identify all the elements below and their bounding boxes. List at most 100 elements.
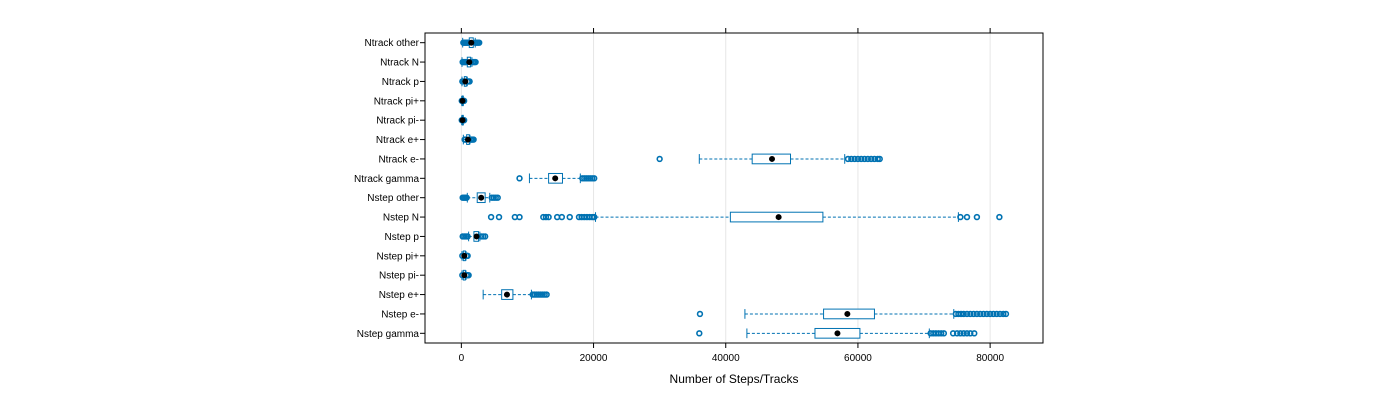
outlier-point xyxy=(494,194,501,201)
box-ntrack-n xyxy=(459,56,479,68)
box-ntrack-gamma xyxy=(516,172,598,184)
box-nstep-p xyxy=(459,231,489,242)
box-nstep-pi- xyxy=(459,269,472,281)
median-dot xyxy=(461,272,468,279)
outlier-point xyxy=(858,155,865,163)
y-tick-label: Ntrack pi+ xyxy=(374,96,419,107)
outlier-point xyxy=(543,291,550,298)
outlier-point xyxy=(1002,310,1010,318)
outlier-point xyxy=(963,310,971,318)
median-dot xyxy=(769,155,776,162)
outlier-point xyxy=(864,155,872,163)
x-axis: 0 20000 40000 60000 80000 xyxy=(459,28,1004,364)
median-dot xyxy=(552,175,559,182)
outlier-point xyxy=(876,155,883,163)
x-tick-label: 60000 xyxy=(844,353,872,364)
outlier-point xyxy=(963,330,971,337)
outlier-point xyxy=(970,310,977,318)
median-dot xyxy=(459,117,466,124)
median-dot xyxy=(462,78,469,85)
outlier-point xyxy=(953,330,961,337)
box-nstep-e- xyxy=(696,308,1010,320)
outlier-point xyxy=(696,310,704,318)
box-ntrack-pi- xyxy=(458,95,468,107)
outlier-point xyxy=(463,194,470,201)
outlier-point xyxy=(957,330,964,337)
box-ntrack-pi- xyxy=(458,114,468,126)
y-tick-label: Ntrack p xyxy=(382,77,420,88)
outlier-point xyxy=(940,330,948,337)
y-tick-label: Nstep p xyxy=(385,232,420,243)
y-tick-label: Ntrack pi- xyxy=(376,116,419,127)
median-dot xyxy=(466,59,473,66)
box-ntrack-p xyxy=(459,76,473,87)
gridlines xyxy=(460,33,991,343)
outlier-point xyxy=(844,155,852,163)
outlier-point xyxy=(960,330,967,337)
outlier-point xyxy=(545,213,552,221)
outlier-point xyxy=(495,213,503,221)
outlier-point xyxy=(1000,310,1007,318)
median-dot xyxy=(461,252,468,259)
outlier-point xyxy=(996,213,1003,221)
outlier-point xyxy=(861,155,868,163)
median-dot xyxy=(459,97,466,104)
outlier-point xyxy=(938,330,945,337)
outlier-point xyxy=(971,330,978,337)
x-tick-label: 40000 xyxy=(712,353,740,364)
median-dot xyxy=(834,330,841,337)
outlier-point xyxy=(990,310,997,318)
outlier-point xyxy=(867,155,875,163)
outlier-point xyxy=(470,136,477,143)
outlier-point xyxy=(516,175,523,182)
outlier-point xyxy=(481,233,489,240)
outlier-point xyxy=(851,155,858,163)
outlier-point xyxy=(967,330,974,337)
outlier-point xyxy=(963,213,971,221)
median-dot xyxy=(503,291,510,298)
outlier-point xyxy=(566,213,573,221)
outlier-point xyxy=(591,175,598,182)
y-tick-label: Nstep pi- xyxy=(379,271,419,282)
y-tick-label: Ntrack N xyxy=(380,58,419,69)
x-tick-label: 0 xyxy=(459,353,465,364)
y-tick-label: Nstep other xyxy=(367,193,419,204)
plot-area xyxy=(458,37,1010,339)
outlier-point xyxy=(980,310,987,318)
box-nstep-e- xyxy=(482,289,550,300)
outlier-point xyxy=(591,213,598,221)
outlier-point xyxy=(656,155,663,163)
median-dot xyxy=(775,214,782,221)
outlier-point xyxy=(487,213,495,221)
outlier-point xyxy=(516,213,523,221)
outlier-point xyxy=(957,310,965,318)
y-tick-label: Ntrack e- xyxy=(378,154,419,165)
outlier-point xyxy=(977,310,984,318)
outlier-point xyxy=(983,310,991,318)
outlier-point xyxy=(475,39,483,46)
y-tick-label: Nstep pi+ xyxy=(376,251,419,262)
y-tick-label: Nstep e- xyxy=(381,309,419,320)
outlier-point xyxy=(464,233,471,240)
y-tick-label: Ntrack gamma xyxy=(354,174,419,185)
outlier-point xyxy=(957,213,964,221)
outlier-point xyxy=(996,310,1004,318)
median-dot xyxy=(464,136,471,143)
box-nstep-other xyxy=(459,192,501,204)
median-dot xyxy=(478,194,485,201)
x-tick-label: 80000 xyxy=(976,353,1004,364)
outlier-point xyxy=(949,330,957,337)
outlier-point xyxy=(696,330,703,337)
median-dot xyxy=(844,310,851,317)
x-axis-title: Number of Steps/Tracks xyxy=(670,372,799,386)
outlier-point xyxy=(993,310,1000,318)
y-axis: Ntrack other Ntrack N Ntrack p Ntrack pi+ Nt… xyxy=(354,38,425,340)
outlier-point xyxy=(558,213,566,221)
outlier-point xyxy=(960,310,967,318)
box-nstep-n xyxy=(487,211,1003,223)
box-nstep-gamma xyxy=(696,327,978,339)
outlier-point xyxy=(542,213,550,221)
y-tick-label: Ntrack other xyxy=(365,38,420,49)
x-tick-label: 20000 xyxy=(580,353,608,364)
